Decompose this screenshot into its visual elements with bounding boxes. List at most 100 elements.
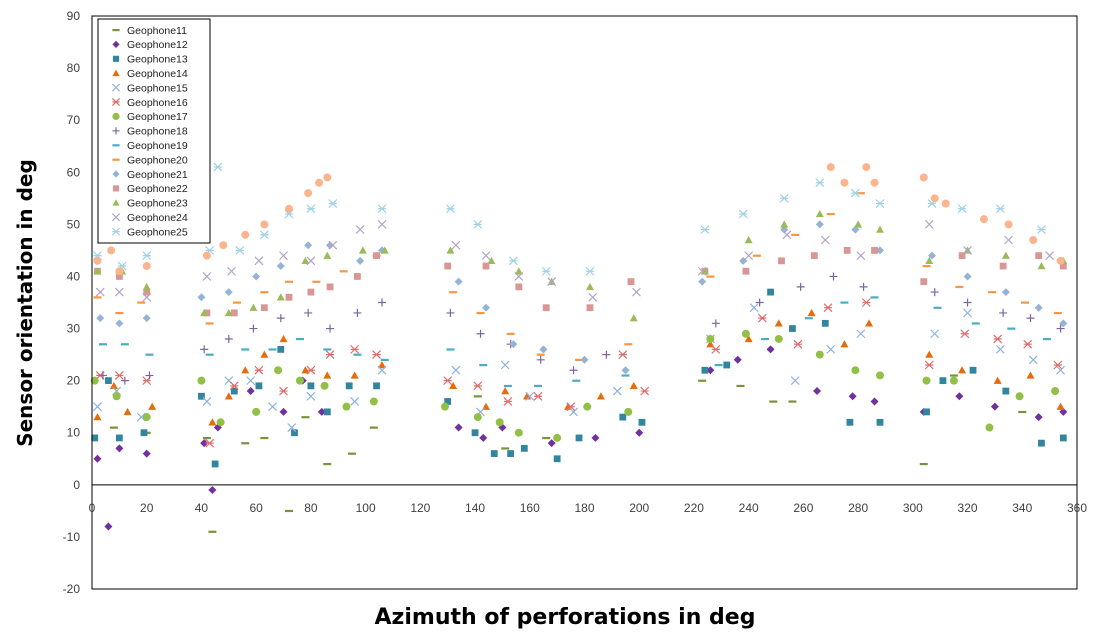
data-point [1002, 387, 1010, 395]
data-point [1059, 262, 1067, 270]
data-point [115, 273, 123, 280]
data-point [736, 384, 745, 388]
data-point [1045, 251, 1055, 261]
data-point [304, 308, 313, 317]
data-point [706, 334, 715, 343]
data-point [378, 298, 387, 307]
data-point [145, 353, 154, 356]
data-point [955, 392, 964, 401]
data-point [235, 245, 245, 255]
data-point [925, 256, 934, 265]
data-point [107, 246, 116, 255]
data-point [326, 283, 334, 291]
data-point [142, 262, 151, 271]
data-point [137, 301, 146, 304]
data-point [744, 251, 754, 261]
data-point [697, 266, 707, 276]
data-point [829, 272, 838, 281]
data-point [482, 303, 490, 312]
x-tick-label: 300 [903, 501, 923, 515]
data-point [105, 377, 112, 385]
data-point [279, 334, 288, 343]
data-point [629, 314, 638, 322]
data-point [509, 340, 518, 349]
data-point [115, 319, 124, 328]
data-point [145, 371, 154, 380]
data-point [252, 407, 261, 416]
data-point [778, 257, 785, 265]
legend-marker [112, 40, 120, 48]
data-point [870, 178, 879, 187]
data-point [500, 360, 510, 370]
legend-label: Geophone15 [127, 82, 188, 94]
data-point [925, 350, 934, 358]
data-point [985, 423, 994, 432]
data-point [1056, 365, 1066, 375]
data-point [788, 400, 797, 403]
data-point [542, 436, 551, 440]
data-point [229, 381, 239, 391]
series-geophone20 [93, 192, 1062, 361]
legend-marker [112, 112, 120, 120]
data-point [230, 309, 238, 317]
data-point [738, 209, 748, 219]
data-point [920, 278, 928, 286]
data-point [856, 192, 865, 195]
data-point [927, 251, 936, 260]
data-point [291, 429, 298, 437]
data-point [815, 220, 824, 229]
data-point [276, 314, 285, 323]
data-point [148, 402, 157, 410]
data-point [495, 418, 504, 427]
data-point [624, 407, 633, 416]
data-point [618, 350, 628, 360]
data-point [328, 240, 338, 250]
data-point [541, 266, 551, 276]
data-point [698, 379, 707, 382]
series-unlabeled [93, 163, 1065, 276]
data-point [227, 266, 236, 276]
data-point [449, 381, 458, 390]
legend-label: Geophone14 [127, 68, 188, 80]
data-point [481, 251, 491, 261]
data-point [202, 251, 211, 260]
legend-marker [111, 83, 121, 92]
data-point [1059, 434, 1067, 442]
data-point [919, 462, 928, 466]
data-point [249, 303, 258, 311]
data-point [963, 308, 972, 318]
data-point [752, 254, 761, 257]
data-point [323, 462, 332, 466]
data-point [482, 262, 490, 270]
data-point [268, 402, 278, 412]
data-point [711, 319, 720, 328]
data-point [1026, 314, 1035, 323]
x-axis-title: Azimuth of perforations in deg [375, 605, 756, 630]
data-point [301, 256, 310, 265]
data-point [471, 429, 479, 437]
data-point [260, 304, 268, 312]
y-tick-label: 10 [67, 426, 81, 440]
data-point [706, 275, 715, 278]
x-tick-label: 260 [793, 501, 813, 515]
data-point [354, 273, 361, 280]
data-point [473, 381, 483, 391]
data-point [840, 178, 849, 187]
legend-label: Geophone19 [127, 140, 188, 152]
legend-marker [112, 29, 120, 32]
data-point [999, 262, 1007, 270]
data-point [632, 287, 641, 297]
data-point [627, 278, 635, 286]
data-point [96, 314, 105, 323]
data-point [91, 434, 99, 442]
legend-label: Geophone13 [127, 54, 188, 66]
x-tick-label: 100 [356, 501, 376, 515]
data-point [369, 426, 378, 429]
data-point [90, 376, 99, 385]
data-point [306, 365, 316, 375]
data-point [93, 413, 102, 421]
legend-marker [111, 97, 121, 107]
data-point [870, 296, 879, 299]
data-point [446, 246, 455, 254]
data-point [378, 361, 387, 369]
